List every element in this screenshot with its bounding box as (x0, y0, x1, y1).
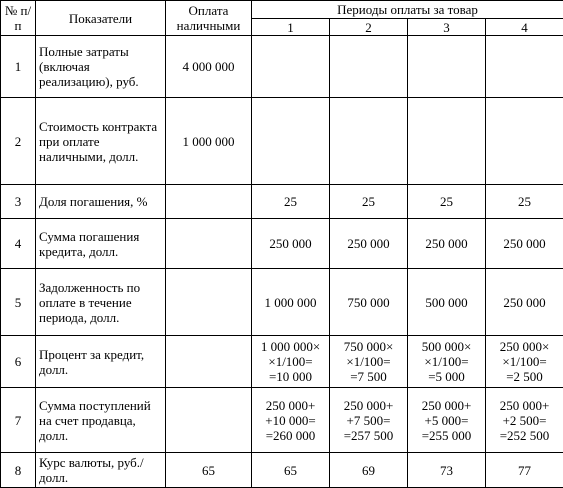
value-cell: 250 000 (408, 219, 486, 269)
header-period: 1 (252, 19, 330, 36)
value-cell (252, 98, 330, 185)
value-cell: 73 (408, 453, 486, 488)
value-cell: 250 000× ×1/100= =2 500 (486, 336, 563, 388)
header-period: 3 (408, 19, 486, 36)
value-cell (486, 98, 563, 185)
value-cell: 250 000+ +2 500= =252 500 (486, 388, 563, 453)
indicator-cell: Курс валюты, руб./ долл. (36, 453, 166, 488)
value-cell: 1 000 000 (252, 269, 330, 336)
value-cell: 77 (486, 453, 563, 488)
value-cell: 250 000 (252, 219, 330, 269)
value-cell: 25 (252, 185, 330, 219)
header-cash: Оплата наличными (166, 1, 252, 36)
row-number: 6 (1, 336, 36, 388)
indicator-cell: Задолженность по оплате в течение период… (36, 269, 166, 336)
header-number: № п/п (1, 1, 36, 36)
row-number: 2 (1, 98, 36, 185)
value-cell: 69 (330, 453, 408, 488)
value-cell: 250 000 (486, 219, 563, 269)
value-cell: 25 (486, 185, 563, 219)
value-cell (166, 336, 252, 388)
indicator-cell: Сумма поступлений на счет продавца, долл… (36, 388, 166, 453)
value-cell: 500 000 (408, 269, 486, 336)
value-cell: 1 000 000 (166, 98, 252, 185)
value-cell: 250 000+ +10 000= =260 000 (252, 388, 330, 453)
value-cell (166, 219, 252, 269)
value-cell: 250 000 (330, 219, 408, 269)
row-number: 4 (1, 219, 36, 269)
value-cell (408, 36, 486, 98)
value-cell (166, 388, 252, 453)
value-cell (252, 36, 330, 98)
header-period: 2 (330, 19, 408, 36)
value-cell: 750 000 (330, 269, 408, 336)
header-periods: Периоды оплаты за товар (252, 1, 563, 19)
indicator-cell: Стоимость контракта при оплате наличными… (36, 98, 166, 185)
indicator-cell: Процент за кредит, долл. (36, 336, 166, 388)
row-number: 3 (1, 185, 36, 219)
value-cell (166, 269, 252, 336)
value-cell: 250 000+ +7 500= =257 500 (330, 388, 408, 453)
value-cell: 750 000× ×1/100= =7 500 (330, 336, 408, 388)
value-cell (330, 98, 408, 185)
value-cell: 65 (252, 453, 330, 488)
value-cell: 25 (408, 185, 486, 219)
value-cell (166, 185, 252, 219)
value-cell: 250 000+ +5 000= =255 000 (408, 388, 486, 453)
value-cell (486, 36, 563, 98)
header-period: 4 (486, 19, 563, 36)
row-number: 7 (1, 388, 36, 453)
value-cell: 25 (330, 185, 408, 219)
value-cell: 250 000 (486, 269, 563, 336)
value-cell (408, 98, 486, 185)
indicator-cell: Сумма погашения кредита, долл. (36, 219, 166, 269)
indicator-cell: Полные затраты (включая реализацию), руб… (36, 36, 166, 98)
row-number: 1 (1, 36, 36, 98)
value-cell: 65 (166, 453, 252, 488)
value-cell (330, 36, 408, 98)
value-cell: 4 000 000 (166, 36, 252, 98)
row-number: 8 (1, 453, 36, 488)
value-cell: 1 000 000× ×1/100= =10 000 (252, 336, 330, 388)
indicator-cell: Доля погашения, % (36, 185, 166, 219)
header-indicator: Показатели (36, 1, 166, 36)
value-cell: 500 000× ×1/100= =5 000 (408, 336, 486, 388)
row-number: 5 (1, 269, 36, 336)
